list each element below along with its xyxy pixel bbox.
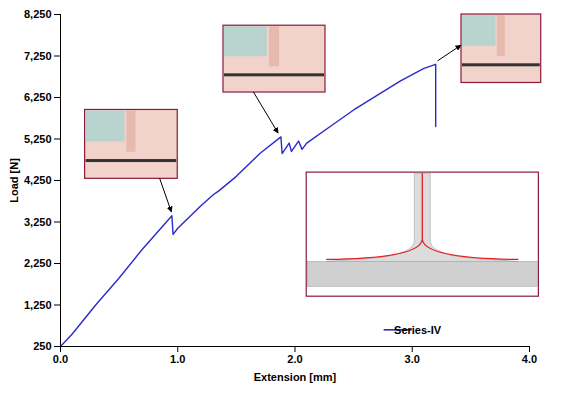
svg-text:3.0: 3.0 xyxy=(405,353,420,365)
svg-text:2,250: 2,250 xyxy=(24,257,52,269)
svg-text:250: 250 xyxy=(33,340,51,352)
svg-text:Extension [mm]: Extension [mm] xyxy=(254,371,337,383)
svg-text:Series-IV: Series-IV xyxy=(394,324,442,336)
svg-text:7,250: 7,250 xyxy=(24,50,52,62)
svg-text:0.0: 0.0 xyxy=(53,353,68,365)
svg-text:Load [N]: Load [N] xyxy=(8,158,20,203)
svg-text:2.0: 2.0 xyxy=(287,353,302,365)
svg-text:4.0: 4.0 xyxy=(522,353,537,365)
svg-text:5,250: 5,250 xyxy=(24,133,52,145)
svg-text:4,250: 4,250 xyxy=(24,174,52,186)
svg-text:6,250: 6,250 xyxy=(24,91,52,103)
svg-text:1.0: 1.0 xyxy=(170,353,185,365)
svg-text:8,250: 8,250 xyxy=(24,8,52,20)
svg-text:1,250: 1,250 xyxy=(24,299,52,311)
svg-text:3,250: 3,250 xyxy=(24,216,52,228)
